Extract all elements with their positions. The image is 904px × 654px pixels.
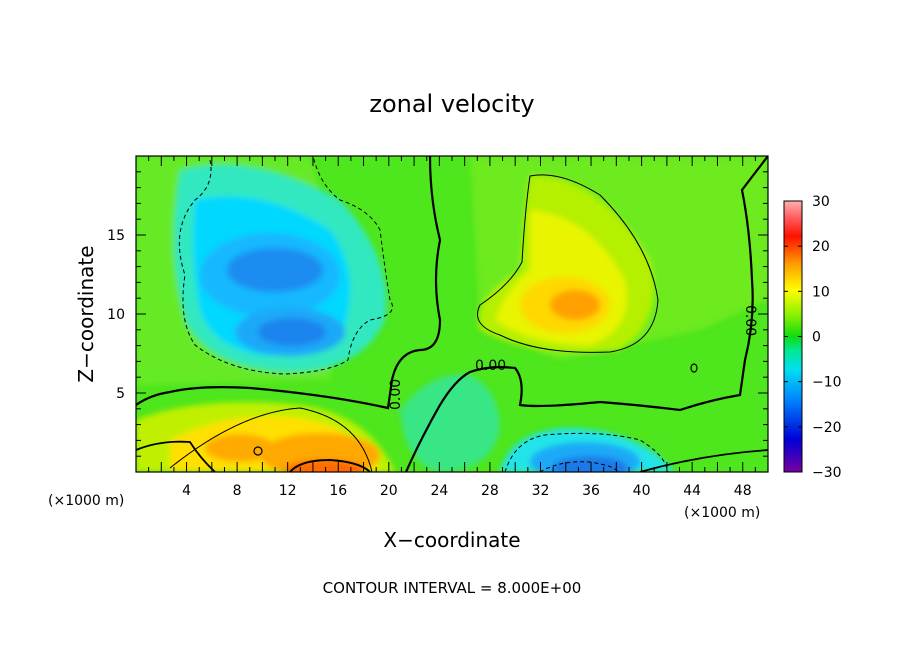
x-tick-label: 12: [279, 483, 297, 499]
colorbar-tick-label: −10: [812, 375, 842, 391]
positive-contour: [690, 363, 698, 373]
y-axis-ticks: 5 10 15: [107, 171, 768, 457]
contour-label: 0.00: [742, 305, 758, 336]
negative-contour: [504, 432, 669, 472]
contour-interval-note: CONTOUR INTERVAL = 8.000E+00: [323, 579, 582, 597]
positive-contour: [289, 458, 371, 472]
zero-contour: [404, 156, 768, 472]
colorbar-ticks: 30 20 10 0 −10 −20 −30: [784, 194, 842, 481]
heatmap-region: [552, 456, 628, 472]
x-tick-label: 4: [182, 483, 191, 499]
y-tick-label: 10: [107, 307, 125, 323]
heatmap-region: [550, 290, 600, 320]
x-unit-label: (×1000 m): [684, 505, 760, 521]
zero-contour: [136, 156, 442, 410]
y-unit-label: (×1000 m): [48, 493, 124, 509]
contour-label: 0.00: [475, 358, 506, 374]
colorbar-tick-label: −20: [812, 420, 842, 436]
x-tick-label: 24: [430, 483, 448, 499]
colorbar-tick-label: 0: [812, 330, 821, 346]
x-tick-label: 32: [532, 483, 550, 499]
colorbar-tick-label: 30: [812, 194, 830, 210]
contour-labels: 0.00 0.00 0.00: [388, 305, 758, 410]
heatmap-region: [400, 374, 500, 472]
contour-label: 0.00: [388, 379, 404, 410]
x-tick-label: 40: [633, 483, 651, 499]
y-axis-label: Z−coordinate: [74, 245, 98, 382]
x-tick-label: 44: [683, 483, 701, 499]
zero-contour: [136, 440, 216, 472]
x-axis-label: X−coordinate: [383, 528, 520, 552]
heatmap-field: 0.00 0.00 0.00: [136, 156, 768, 472]
positive-contour: [477, 174, 659, 353]
y-tick-label: 15: [107, 228, 125, 244]
x-tick-label: 36: [582, 483, 600, 499]
colorbar-tick-label: 10: [812, 284, 830, 300]
x-axis-ticks: 4 8 12 16 20 24 28 32 36 40 44 48: [148, 156, 756, 499]
colorbar-tick-label: −30: [812, 465, 842, 481]
x-tick-label: 8: [233, 483, 242, 499]
x-tick-label: 20: [380, 483, 398, 499]
x-tick-label: 48: [734, 483, 752, 499]
zero-contour: [639, 449, 768, 472]
x-tick-label: 28: [481, 483, 499, 499]
positive-contour: [253, 446, 263, 456]
chart-title: zonal velocity: [369, 90, 534, 118]
colorbar-tick-label: 20: [812, 239, 830, 255]
x-tick-label: 16: [329, 483, 347, 499]
negative-contour: [539, 461, 619, 472]
y-tick-label: 5: [116, 386, 125, 402]
heatmap-region: [227, 248, 323, 292]
heatmap-region: [258, 318, 326, 346]
positive-contour: [169, 407, 373, 472]
heatmap-region: [205, 434, 275, 462]
